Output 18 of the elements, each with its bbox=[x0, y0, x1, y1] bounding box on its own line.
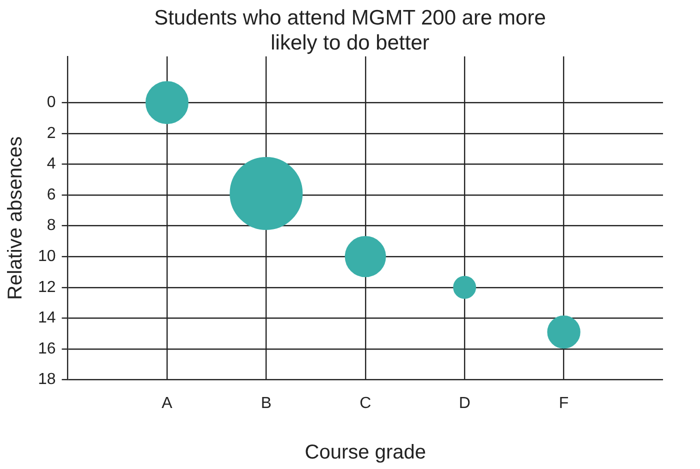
y-tick-label: 12 bbox=[38, 278, 56, 296]
y-tick-label: 14 bbox=[38, 310, 56, 327]
y-axis-title: Relative absences bbox=[4, 136, 27, 300]
y-tick-label: 18 bbox=[38, 371, 56, 388]
x-tick-label: D bbox=[458, 394, 470, 412]
y-tick-label: 10 bbox=[38, 248, 56, 266]
y-tick-label: 16 bbox=[38, 340, 56, 358]
x-tick-label: A bbox=[162, 394, 173, 412]
chart-title: Students who attend MGMT 200 are more likely to do better bbox=[154, 6, 546, 55]
x-tick-label: F bbox=[558, 394, 569, 412]
y-tick-label: 6 bbox=[46, 186, 56, 204]
x-axis-title: Course grade bbox=[304, 442, 426, 464]
x-tick-label: B bbox=[260, 394, 272, 412]
y-tick-label: 8 bbox=[46, 217, 56, 234]
y-tick-label: 4 bbox=[46, 156, 56, 173]
y-tick-label: 2 bbox=[46, 124, 56, 142]
x-tick-label: C bbox=[360, 394, 372, 412]
y-tick-label: 0 bbox=[46, 94, 56, 112]
